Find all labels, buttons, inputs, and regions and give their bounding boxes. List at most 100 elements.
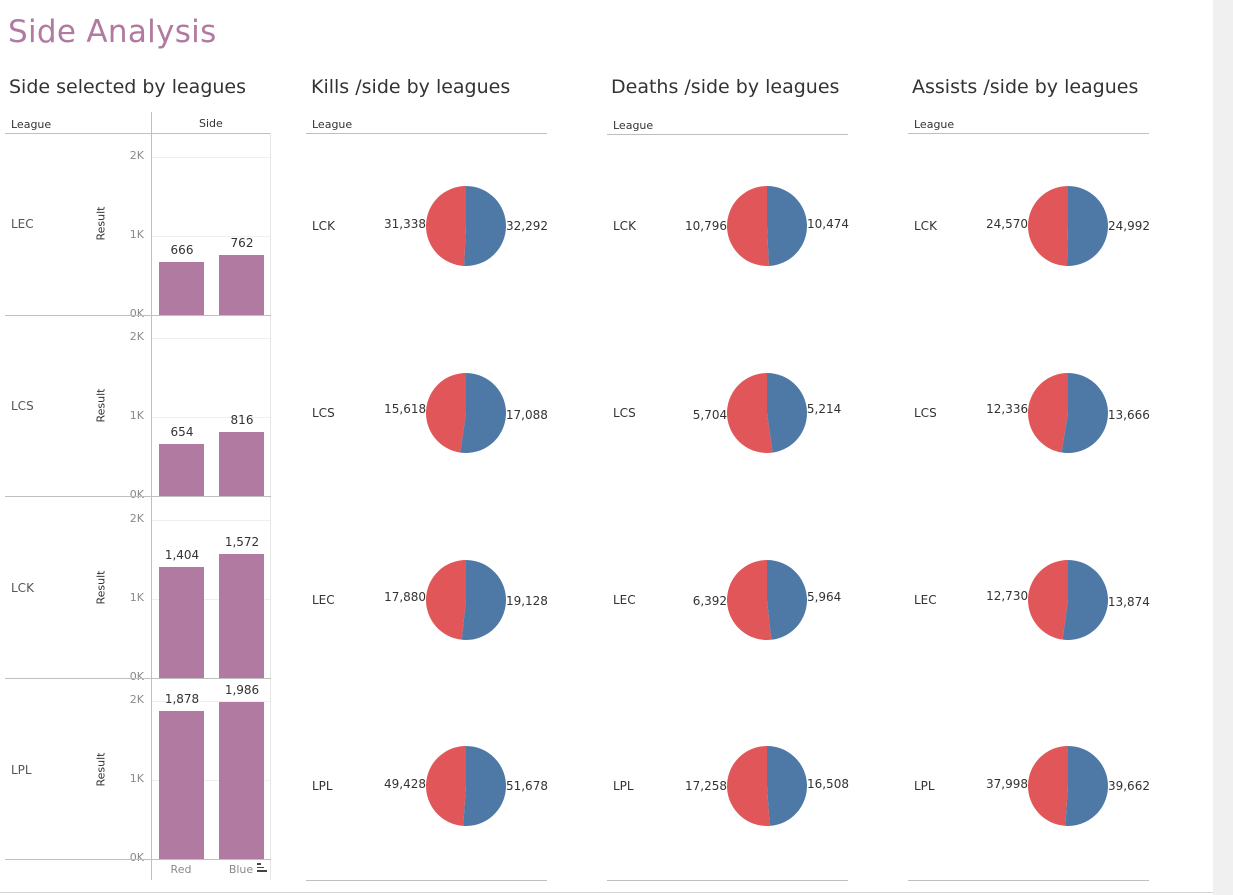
bar-axis-title: Result	[94, 388, 108, 423]
side-column-header[interactable]: Side	[199, 117, 223, 130]
gridline	[152, 338, 270, 339]
x-category-label: Red	[170, 863, 192, 876]
pie-chart	[1028, 560, 1108, 640]
bar-red-lpl	[159, 710, 204, 859]
dashboard-title: Side Analysis	[8, 14, 217, 50]
pie-chart	[1028, 373, 1108, 453]
gridline	[152, 701, 270, 702]
bottom-divider	[0, 892, 1213, 893]
kills-league-header[interactable]: League	[312, 118, 353, 131]
kills-bottom-divider	[306, 880, 547, 881]
gridline	[152, 520, 270, 521]
deaths-header-divider	[607, 134, 848, 135]
y-tick-label: 0K	[129, 488, 144, 501]
pie-slice-blue	[1062, 560, 1108, 640]
pie-chart	[727, 186, 808, 266]
bar-blue-lpl	[219, 702, 264, 859]
assists-header-divider	[908, 133, 1149, 134]
pie-slice-red	[1028, 186, 1068, 266]
bar-red-lcs	[159, 444, 204, 496]
bar-value-label: 1,986	[224, 683, 260, 698]
pie-league-label: LCK	[613, 219, 636, 233]
pie-slice-red	[727, 746, 770, 826]
pie-chart	[1028, 186, 1108, 266]
bar-blue-lec	[219, 254, 264, 315]
pie-label-blue: 13,874	[1107, 594, 1150, 609]
y-tick-label: 1K	[129, 772, 144, 785]
bar-axis-title: Result	[94, 752, 108, 787]
pie-label-blue: 5,964	[806, 589, 842, 604]
pie-league-label: LCS	[914, 406, 937, 420]
pie-slice-red	[425, 373, 466, 453]
pie-league-label: LCS	[312, 406, 335, 420]
pie-label-red: 49,428	[384, 776, 427, 791]
x-axis-line	[5, 859, 271, 860]
bar-league-label: LCS	[11, 399, 34, 413]
pie-league-label: LCK	[312, 219, 335, 233]
y-tick-label: 1K	[129, 409, 144, 422]
pie-slice-blue	[767, 373, 807, 453]
pie-label-red: 15,618	[384, 402, 427, 417]
deaths-league-header[interactable]: League	[613, 119, 654, 132]
pie-slice-blue	[461, 560, 506, 640]
pie-label-blue: 5,214	[806, 402, 842, 417]
pie-label-red: 17,880	[384, 589, 427, 604]
y-tick-label: 2K	[129, 330, 144, 343]
bar-blue-lcs	[219, 431, 264, 496]
pie-chart	[727, 560, 807, 640]
pie-league-label: LEC	[914, 593, 937, 607]
y-tick-label: 2K	[129, 693, 144, 706]
deaths-bottom-divider	[607, 880, 848, 881]
pie-label-blue: 24,992	[1107, 218, 1150, 233]
panel-divider	[5, 315, 271, 316]
pie-label-blue: 17,088	[505, 407, 548, 422]
x-category-label: Blue	[228, 863, 254, 876]
pie-slice-blue	[1065, 746, 1108, 826]
pie-slice-red	[426, 746, 466, 826]
pie-chart	[425, 560, 506, 640]
pie-label-blue: 13,666	[1107, 408, 1150, 423]
pie-label-red: 17,258	[685, 779, 728, 794]
pie-label-red: 5,704	[692, 407, 728, 422]
assists-sheet-title: Assists /side by leagues	[912, 76, 1139, 98]
pie-label-blue: 51,678	[505, 779, 548, 794]
pie-league-label: LPL	[613, 779, 634, 793]
right-border	[270, 133, 271, 880]
pie-league-label: LPL	[914, 779, 935, 793]
league-column-header[interactable]: League	[11, 118, 52, 131]
pie-league-label: LPL	[312, 779, 333, 793]
pie-slice-blue	[767, 186, 808, 266]
pie-league-label: LEC	[312, 593, 335, 607]
pie-league-label: LCK	[914, 219, 937, 233]
bar-league-label: LCK	[11, 581, 34, 595]
assists-bottom-divider	[908, 880, 1149, 881]
pie-label-red: 12,336	[986, 401, 1029, 416]
y-tick-label: 2K	[129, 149, 144, 162]
pie-label-red: 31,338	[384, 217, 427, 232]
bar-value-label: 1,878	[164, 691, 200, 706]
pie-label-blue: 39,662	[1107, 779, 1150, 794]
pie-slice-blue	[1066, 186, 1108, 266]
bar-value-label: 762	[230, 235, 254, 250]
gridline	[152, 417, 270, 418]
bar-value-label: 1,572	[224, 534, 260, 549]
pie-label-red: 12,730	[986, 589, 1029, 604]
sort-icon[interactable]	[257, 862, 268, 873]
y-tick-label: 1K	[129, 591, 144, 604]
pie-label-blue: 32,292	[505, 218, 548, 233]
y-tick-label: 2K	[129, 512, 144, 525]
pie-chart	[425, 373, 506, 453]
pie-slice-blue	[460, 373, 506, 453]
bar-blue-lck	[219, 553, 264, 678]
pie-label-red: 10,796	[685, 218, 728, 233]
gridline	[152, 599, 270, 600]
pie-slice-blue	[767, 560, 807, 640]
pie-slice-red	[1028, 373, 1068, 453]
assists-league-header[interactable]: League	[914, 118, 955, 131]
pie-chart	[1028, 746, 1108, 826]
pie-league-label: LCS	[613, 406, 636, 420]
vertical-scrollbar[interactable]	[1213, 0, 1233, 895]
pie-slice-red	[1028, 560, 1068, 640]
panel-divider	[5, 496, 271, 497]
pie-chart	[425, 186, 506, 266]
